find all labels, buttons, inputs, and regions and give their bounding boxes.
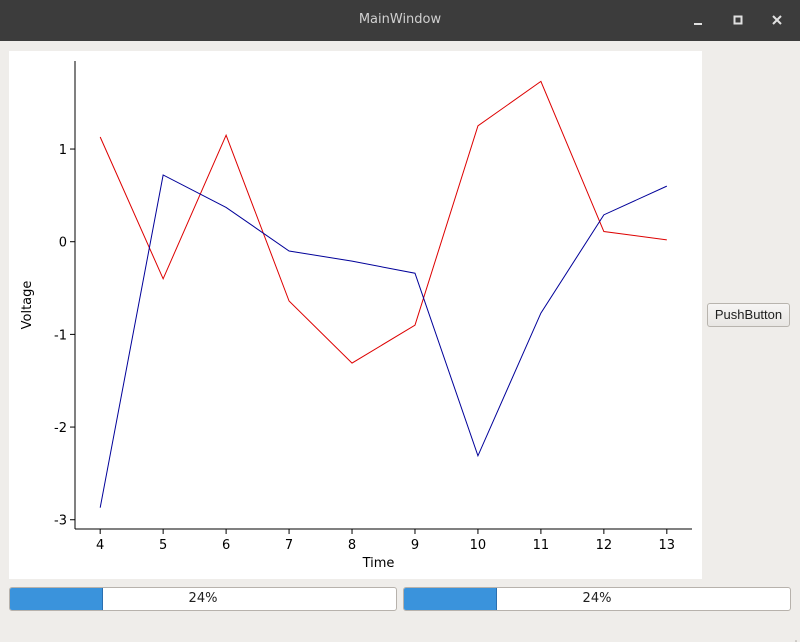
x-tick-label: 9 [411, 538, 419, 553]
push-button[interactable]: PushButton [707, 303, 790, 327]
x-tick-label: 10 [470, 538, 487, 553]
title-bar[interactable]: MainWindow [0, 0, 800, 41]
resize-grip-icon[interactable] [790, 632, 798, 642]
x-tick-label: 6 [222, 538, 230, 553]
y-tick-label: 0 [59, 236, 67, 251]
window-title: MainWindow [358, 12, 442, 27]
progress-bar-right: 24% [403, 587, 791, 611]
y-tick-label: -3 [54, 514, 67, 529]
y-tick-label: -2 [54, 421, 67, 436]
x-tick-label: 12 [596, 538, 613, 553]
progress-bar-left: 24% [9, 587, 397, 611]
x-tick-label: 11 [533, 538, 550, 553]
plot-widget: 4 5 6 7 8 9 10 11 12 13 -3 -2 -1 0 1 Time Voltage [9, 51, 702, 579]
close-icon[interactable] [767, 10, 787, 30]
x-tick-label: 7 [285, 538, 293, 553]
maximize-icon[interactable] [728, 10, 748, 30]
progress-fill [10, 588, 103, 610]
voltage-time-chart: 4 5 6 7 8 9 10 11 12 13 -3 -2 -1 0 1 Time Voltage [20, 61, 692, 571]
y-tick-label: 1 [59, 143, 67, 158]
x-tick-label: 5 [159, 538, 167, 553]
x-axis-label: Time [362, 556, 395, 571]
progress-label: 24% [188, 591, 218, 606]
y-axis-label: Voltage [20, 281, 35, 330]
series-line-blue [99, 174, 668, 508]
series-line-red [99, 80, 667, 364]
y-tick-label: -1 [54, 328, 67, 343]
minimize-icon[interactable] [688, 10, 708, 30]
x-tick-label: 8 [348, 538, 356, 553]
x-tick-label: 4 [96, 538, 104, 553]
progress-fill [404, 588, 497, 610]
x-tick-label: 13 [659, 538, 676, 553]
progress-label: 24% [582, 591, 612, 606]
